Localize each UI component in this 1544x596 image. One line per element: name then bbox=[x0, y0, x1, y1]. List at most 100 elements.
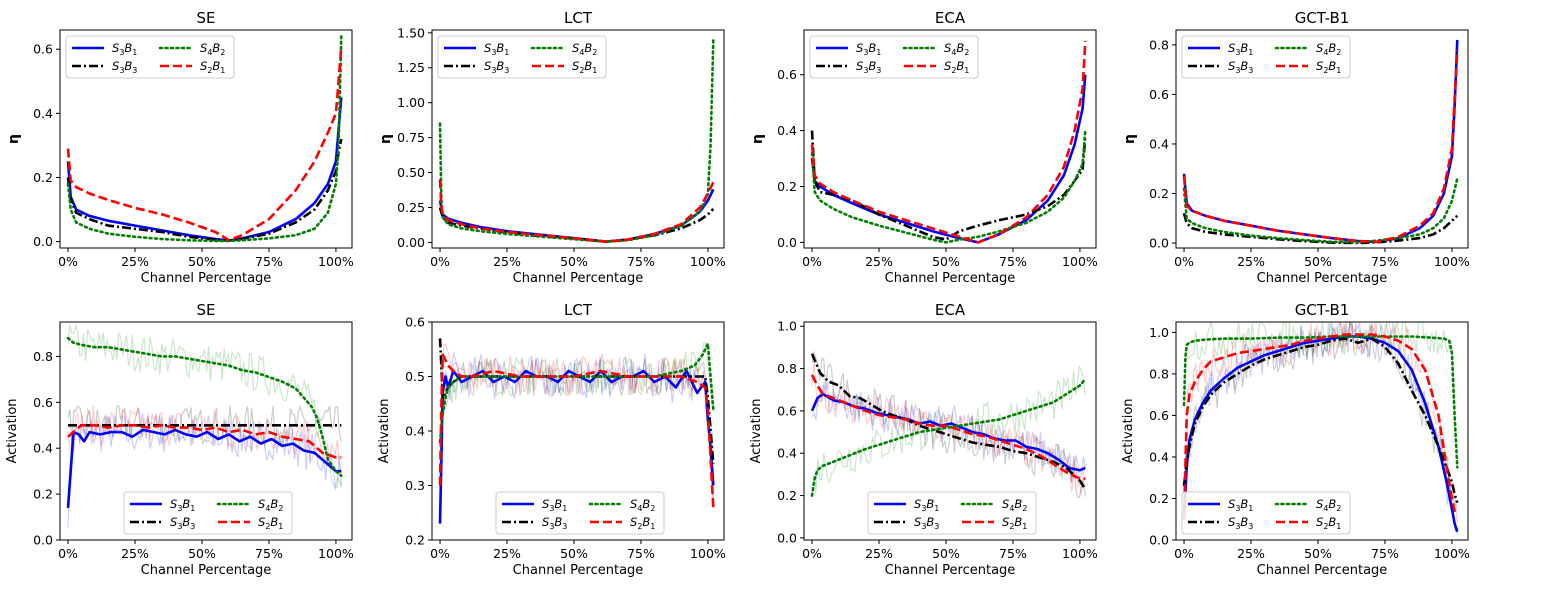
legend-entry: S4B2 bbox=[258, 497, 283, 513]
y-tick-label: 1.50 bbox=[397, 25, 425, 40]
y-tick-label: 0.6 bbox=[33, 395, 53, 410]
legend-entry: S4B2 bbox=[630, 497, 655, 513]
plot-frame bbox=[431, 29, 725, 249]
x-tick-label: 50% bbox=[560, 254, 588, 269]
legend-entry: S3B3 bbox=[112, 59, 137, 75]
x-tick-label: 50% bbox=[1304, 254, 1332, 269]
y-tick-label: 0.2 bbox=[1149, 186, 1169, 201]
x-tick-label: 25% bbox=[121, 546, 149, 561]
legend-entry: S2B1 bbox=[944, 59, 969, 75]
x-tick-label: 0% bbox=[430, 546, 450, 561]
x-tick-label: 0% bbox=[430, 254, 450, 269]
y-tick-label: 0.8 bbox=[33, 349, 53, 364]
series-line-s4b2 bbox=[438, 38, 715, 243]
y-tick-label: 1.0 bbox=[1149, 325, 1169, 340]
series-line-s4b2 bbox=[810, 129, 1087, 244]
y-tick-label: 0.00 bbox=[397, 235, 425, 250]
chart-panel-7: 0% 25% 50% 75% 100% 0.0 0.2 0.4 0.6 0.8 1.0 GCT-B1 C… bbox=[1121, 301, 1470, 578]
legend-entry: S3B1 bbox=[542, 497, 567, 513]
x-axis-label: Channel Percentage bbox=[141, 271, 272, 286]
noise-trace-s2b1 bbox=[67, 405, 342, 477]
x-tick-label: 50% bbox=[932, 254, 960, 269]
chart-title: LCT bbox=[564, 301, 593, 319]
x-tick-label: 25% bbox=[493, 546, 521, 561]
y-tick-label: 0.0 bbox=[777, 235, 797, 250]
x-tick-label: 0% bbox=[58, 546, 78, 561]
chart-title: SE bbox=[197, 301, 216, 319]
y-axis-label: η bbox=[750, 134, 766, 144]
y-tick-label: 1.25 bbox=[397, 60, 425, 75]
legend-entry: S4B2 bbox=[1316, 41, 1341, 57]
legend-entry: S2B1 bbox=[200, 59, 225, 75]
legend-box bbox=[123, 491, 293, 535]
legend-entry: S3B1 bbox=[484, 41, 509, 57]
noise-trace-s3b3 bbox=[1183, 322, 1458, 507]
x-tick-label: 0% bbox=[1174, 254, 1194, 269]
series-line-s4b2 bbox=[1182, 335, 1459, 469]
series-line-s4b2 bbox=[66, 35, 343, 243]
plot-frame bbox=[59, 321, 353, 541]
y-tick-label: 0.8 bbox=[1149, 366, 1169, 381]
y-tick-label: 0.4 bbox=[777, 123, 797, 138]
y-tick-label: 0.0 bbox=[1149, 533, 1169, 548]
chart-title: GCT-B1 bbox=[1295, 9, 1350, 27]
chart-title: LCT bbox=[564, 9, 593, 27]
noise-trace-s2b1 bbox=[811, 361, 1086, 496]
y-axis-label: η bbox=[378, 134, 394, 144]
series-line-s2b1 bbox=[1182, 333, 1459, 520]
legend: S3B1 S4B2 S3B3 S2B1 bbox=[1181, 35, 1351, 79]
series-line-s3b3 bbox=[438, 207, 715, 243]
plot-frame bbox=[1175, 29, 1469, 249]
series-line-s2b1 bbox=[438, 353, 715, 508]
y-tick-label: 0.6 bbox=[1149, 408, 1169, 423]
y-tick-label: 0.4 bbox=[1149, 136, 1169, 151]
legend-box bbox=[65, 35, 235, 79]
y-tick-label: 0.6 bbox=[405, 315, 425, 330]
legend-entry: S2B1 bbox=[1316, 515, 1341, 531]
plot-frame bbox=[59, 29, 353, 249]
plot-frame bbox=[803, 321, 1097, 541]
x-axis-label: Channel Percentage bbox=[141, 563, 272, 578]
y-tick-label: 0.0 bbox=[33, 533, 53, 548]
noise-trace-s3b3 bbox=[811, 350, 1086, 498]
y-tick-label: 0.2 bbox=[777, 488, 797, 503]
y-tick-label: 0.25 bbox=[397, 200, 425, 215]
legend-entry: S2B1 bbox=[258, 515, 283, 531]
x-axis-label: Channel Percentage bbox=[885, 271, 1016, 286]
series-line-s4b2 bbox=[1182, 177, 1459, 244]
legend-entry: S2B1 bbox=[1002, 515, 1027, 531]
chart-panel-5: 0% 25% 50% 75% 100% 0.2 0.3 0.4 0.5 0.6 LCT Channel… bbox=[377, 301, 726, 578]
x-tick-label: 25% bbox=[1237, 546, 1265, 561]
legend: S3B1 S4B2 S3B3 S2B1 bbox=[65, 35, 235, 79]
series-line-s4b2 bbox=[66, 336, 343, 478]
legend-entry: S2B1 bbox=[1316, 59, 1341, 75]
noise-trace-s4b2 bbox=[811, 364, 1086, 493]
chart-panel-4: 0% 25% 50% 75% 100% 0.0 0.2 0.4 0.6 0.8 SE Channel … bbox=[5, 301, 354, 578]
y-tick-label: 0.2 bbox=[33, 170, 53, 185]
y-tick-label: 0.2 bbox=[1149, 491, 1169, 506]
legend: S3B1 S4B2 S3B3 S2B1 bbox=[123, 491, 293, 535]
legend-entry: S3B3 bbox=[484, 59, 509, 75]
y-axis-label: Activation bbox=[1121, 398, 1136, 463]
legend-entry: S3B1 bbox=[170, 497, 195, 513]
x-tick-label: 25% bbox=[493, 254, 521, 269]
series-line-s3b3 bbox=[1182, 337, 1459, 504]
series-line-s3b3 bbox=[810, 130, 1087, 241]
y-tick-label: 0.6 bbox=[1149, 87, 1169, 102]
chart-panel-6: 0% 25% 50% 75% 100% 0.0 0.2 0.4 0.6 0.8 1.0 ECA Chan… bbox=[749, 301, 1098, 578]
x-axis-label: Channel Percentage bbox=[513, 563, 644, 578]
legend-entry: S4B2 bbox=[1316, 497, 1341, 513]
legend: S3B1 S4B2 S3B3 S2B1 bbox=[437, 35, 607, 79]
legend-entry: S2B1 bbox=[572, 59, 597, 75]
legend-entry: S3B1 bbox=[1228, 497, 1253, 513]
y-tick-label: 0.75 bbox=[397, 130, 425, 145]
x-axis-label: Channel Percentage bbox=[513, 271, 644, 286]
x-tick-label: 100% bbox=[1062, 254, 1098, 269]
y-tick-label: 0.0 bbox=[33, 234, 53, 249]
legend-entry: S4B2 bbox=[1002, 497, 1027, 513]
legend-entry: S3B1 bbox=[914, 497, 939, 513]
noise-trace-s3b3 bbox=[67, 404, 342, 447]
legend-entry: S4B2 bbox=[944, 41, 969, 57]
plot-frame bbox=[1175, 321, 1469, 541]
x-tick-label: 75% bbox=[627, 254, 655, 269]
